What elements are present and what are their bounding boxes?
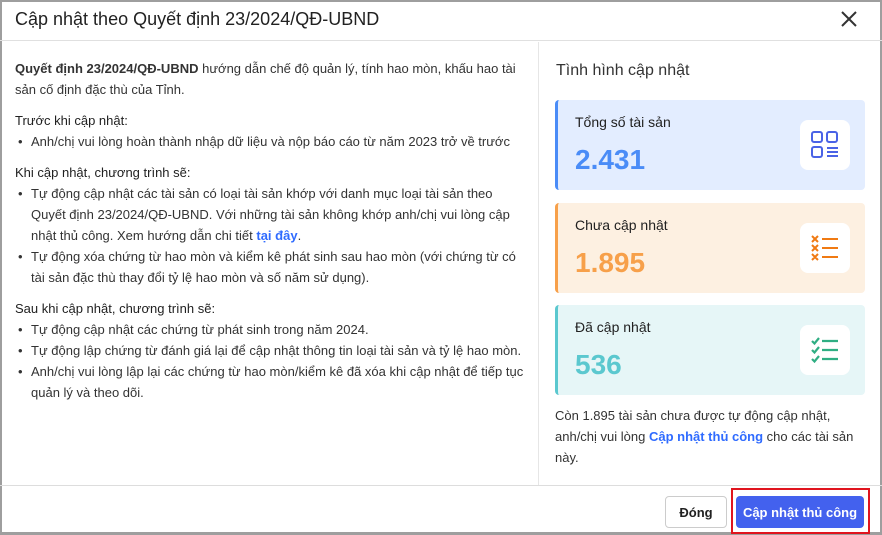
close-button[interactable]: Đóng (665, 496, 727, 528)
item-end: . (297, 228, 302, 243)
card-value: 536 (575, 349, 622, 380)
update-note: Còn 1.895 tài sản chưa được tự động cập … (555, 405, 865, 468)
guide-link[interactable]: tại đây (256, 228, 298, 243)
intro: Quyết định 23/2024/QĐ-UBND hướng dẫn chế… (15, 58, 525, 100)
instructions: Quyết định 23/2024/QĐ-UBND hướng dẫn chế… (15, 58, 525, 413)
list-item: Tự động cập nhật các tài sản có loại tài… (15, 183, 525, 246)
after-heading: Sau khi cập nhật, chương trình sẽ: (15, 301, 216, 316)
list-item: Tự động lập chứng từ đánh giá lại để cập… (15, 340, 525, 361)
x-list-icon (800, 223, 850, 273)
status-title: Tình hình cập nhật (556, 62, 690, 79)
grid-list-icon (800, 120, 850, 170)
before-heading: Trước khi cập nhật: (15, 113, 128, 128)
card-not-updated: Chưa cập nhật 1.895 (555, 203, 865, 293)
manual-update-link[interactable]: Cập nhật thủ công (648, 429, 764, 444)
card-updated: Đã cập nhật 536 (555, 305, 865, 395)
card-label: Đã cập nhật (575, 319, 651, 335)
list-item: Tự động xóa chứng từ hao mòn và kiểm kê … (15, 246, 525, 288)
dialog-title: Cập nhật theo Quyết định 23/2024/QĐ-UBND (15, 9, 380, 29)
list-item: Tự động cập nhật các chứng từ phát sinh … (15, 319, 525, 340)
card-label: Chưa cập nhật (575, 217, 668, 233)
column-divider (538, 42, 539, 485)
list-item: Anh/chị vui lòng lập lại các chứng từ ha… (15, 361, 525, 403)
item-text: Tự động cập nhật các tài sản có loại tài… (31, 186, 510, 243)
manual-update-button[interactable]: Cập nhật thủ công (736, 496, 864, 528)
intro-bold: Quyết định 23/2024/QĐ-UBND (15, 61, 199, 76)
footer-divider (0, 485, 882, 486)
dialog-header: Cập nhật theo Quyết định 23/2024/QĐ-UBND (0, 0, 882, 41)
card-total-assets: Tổng số tài sản 2.431 (555, 100, 865, 190)
close-icon[interactable] (838, 8, 860, 30)
note-text: Còn 1.895 tài sản chưa được tự động cập … (555, 408, 831, 444)
card-value: 2.431 (575, 144, 646, 175)
card-value: 1.895 (575, 247, 646, 278)
note-text-end: cho các tài sản này. (555, 429, 854, 465)
during-heading: Khi cập nhật, chương trình sẽ: (15, 165, 191, 180)
check-list-icon (800, 325, 850, 375)
intro-text: hướng dẫn chế độ quản lý, tính hao mòn, … (15, 61, 516, 97)
list-item: Anh/chị vui lòng hoàn thành nhập dữ liệu… (15, 131, 525, 152)
card-label: Tổng số tài sản (575, 114, 671, 130)
